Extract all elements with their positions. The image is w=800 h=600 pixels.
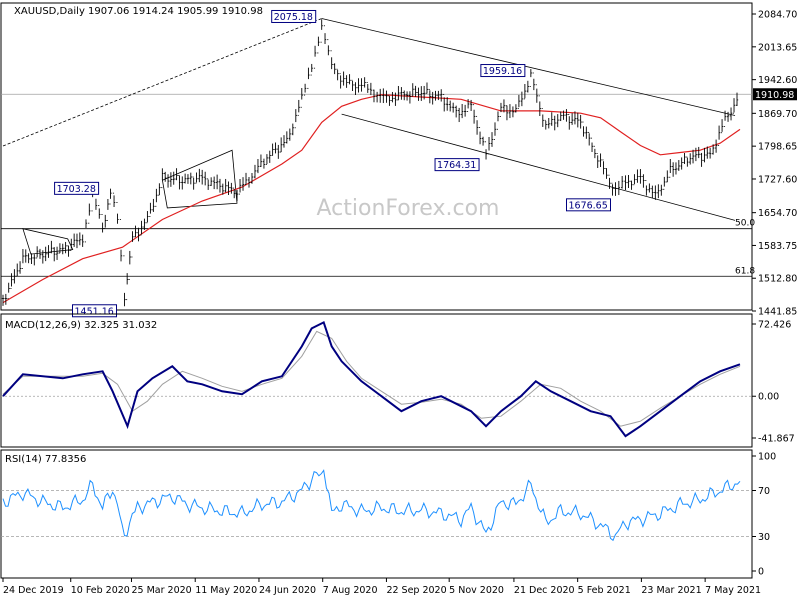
rsi-tick-label: 70 [758,486,770,497]
macd-tick-label: -41.867 [758,434,795,445]
rsi-title: RSI(14) 77.8356 [5,454,86,465]
price-annotation-box [434,158,480,172]
x-tick-label: 5 Nov 2020 [449,585,504,596]
price-tick-label: 2084.70 [758,10,797,21]
x-tick-label: 11 May 2020 [195,585,257,596]
channel-line [321,18,736,116]
watermark: ActionForex.com [317,196,500,221]
rsi-panel: RSI(14) 77.8356 100 70 30 0 [0,449,776,579]
macd-line [2,320,741,438]
rsi-axis: 100 70 30 0 [752,452,776,578]
x-tick-label: 24 Dec 2019 [3,585,64,596]
price-tick-label: 1441.85 [758,307,797,318]
rsi-plot [1,469,752,542]
x-tick-label: 22 Sep 2020 [386,585,446,596]
price-panel: XAUUSD,Daily 1907.06 1914.24 1905.99 191… [0,2,797,318]
dashed-trend-line [2,18,322,147]
price-tick-label: 1583.75 [758,241,797,252]
x-tick-label: 7 May 2021 [705,585,761,596]
rsi-tick-label: 30 [758,532,770,543]
x-axis: 24 Dec 2019 10 Feb 2020 25 Mar 2020 11 May … [2,578,761,596]
channel-line [341,113,736,221]
triangle-pattern [161,149,238,209]
price-annotation-label: 1451.16 [75,306,114,317]
price-axis: 2084.70 2013.65 1942.60 1869.70 1798.65 1727.… [752,10,797,318]
price-annotation-box [54,181,100,195]
macd-plot [1,320,752,438]
price-annotation-label: 1676.65 [568,200,607,211]
triangle-pattern [22,228,74,255]
price-tick-label: 2013.65 [758,42,797,53]
price-tick-label: 1798.65 [758,142,797,153]
x-tick-label: 21 Dec 2020 [514,585,575,596]
last-value-label: 1910.98 [755,90,794,101]
x-tick-label: 7 Aug 2020 [323,585,378,596]
price-tick-label: 1942.60 [758,75,797,86]
macd-axis: 72.426 0.00 -41.867 [752,320,795,445]
macd-title: MACD(12,26,9) 32.325 31.032 [5,320,157,331]
x-tick-label: 23 Mar 2021 [641,585,701,596]
macd-tick-label: 72.426 [758,320,791,331]
fib-level-label: 61.8 [735,266,755,276]
x-tick-label: 25 Mar 2020 [131,585,191,596]
price-tick-label: 1512.80 [758,274,797,285]
x-tick-label: 24 Jun 2020 [259,585,316,596]
price-plot: 50.0 61.8 2075.18 1959.16 1703.28 1764.31 1676… [1,9,755,318]
price-annotation-label: 1703.28 [57,184,96,195]
fib-level-label: 50.0 [735,219,755,229]
rsi-tick-label: 0 [758,567,764,578]
price-tick-label: 1869.70 [758,109,797,120]
x-tick-label: 5 Feb 2021 [578,585,631,596]
macd-panel: MACD(12,26,9) 32.325 31.032 72.426 0.00 -4… [0,313,795,448]
chart-header-ohlc: 1907.06 1914.24 1905.99 1910.98 [88,6,263,17]
price-annotation-label: 1764.31 [437,160,476,171]
price-annotation-box [565,198,611,212]
price-annotation-box [480,64,526,78]
x-tick-label: 10 Feb 2020 [71,585,130,596]
price-annotation-box [271,9,317,23]
price-tick-label: 1654.70 [758,208,797,219]
chart-header-symbol: XAUUSD,Daily [14,6,85,17]
price-tick-label: 1727.60 [758,174,797,185]
price-annotation-label: 2075.18 [274,12,313,23]
rsi-line [2,469,741,542]
price-annotation-label: 1959.16 [483,66,522,77]
macd-tick-label: 0.00 [758,392,779,403]
last-value-box [753,88,797,101]
rsi-tick-label: 100 [758,452,776,463]
